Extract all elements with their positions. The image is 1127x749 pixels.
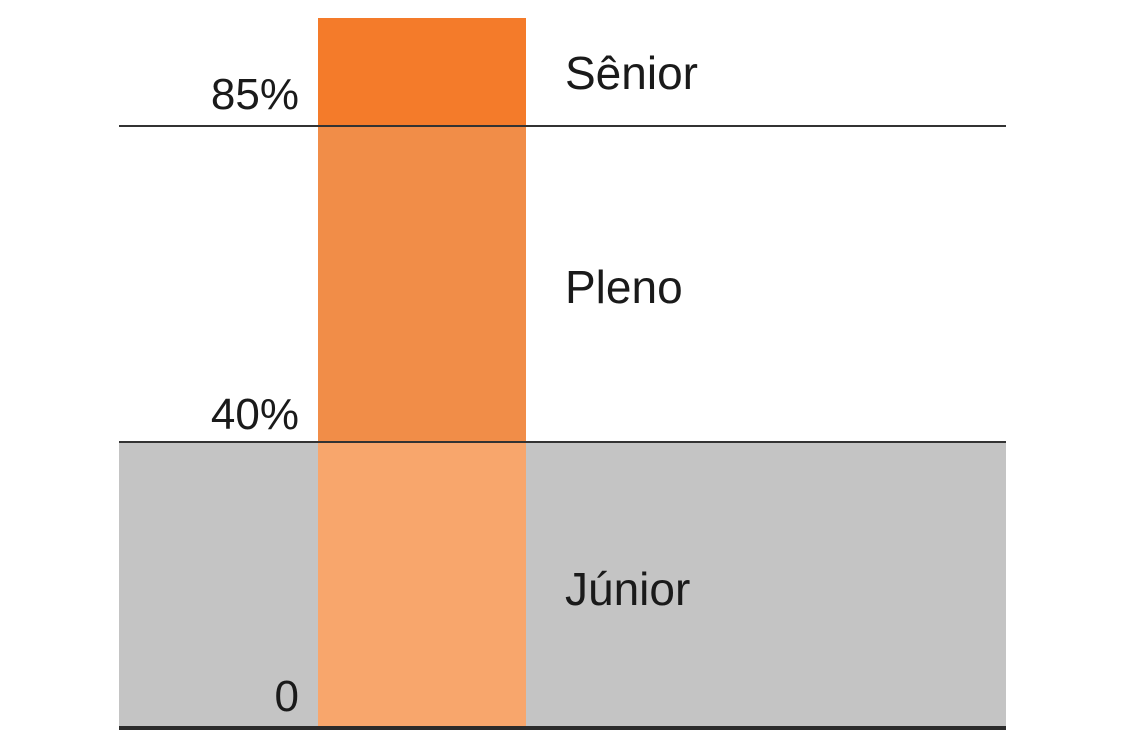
- bar-segment-junior: [318, 442, 526, 729]
- level-label-junior: Júnior: [565, 563, 691, 615]
- junior-zone-background: [119, 442, 1006, 729]
- bar-segment-pleno: [318, 126, 526, 442]
- threshold-line-40: [119, 441, 1006, 443]
- level-label-pleno: Pleno: [565, 261, 683, 313]
- threshold-label-40: 40%: [210, 390, 299, 439]
- threshold-label-0: 0: [274, 672, 299, 721]
- level-label-senior: Sênior: [565, 47, 698, 99]
- bar-segment-senior: [318, 18, 526, 126]
- baseline: [119, 726, 1006, 730]
- threshold-label-85: 85%: [210, 70, 299, 119]
- threshold-line-85: [119, 125, 1006, 127]
